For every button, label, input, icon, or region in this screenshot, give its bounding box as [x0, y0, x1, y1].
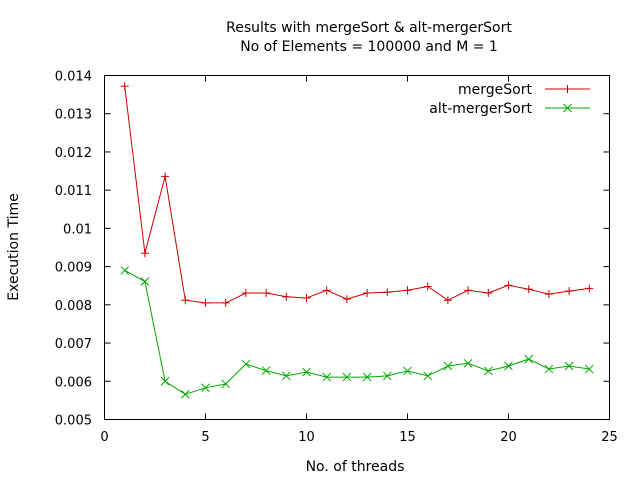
- data-point-alt-mergerSort: [423, 371, 433, 381]
- data-point-mergeSort: [262, 288, 271, 297]
- y-tick-label: 0.013: [55, 108, 92, 123]
- data-point-alt-mergerSort: [443, 361, 453, 371]
- y-tick-label: 0.006: [55, 375, 92, 390]
- data-point-mergeSort: [241, 288, 250, 297]
- data-point-alt-mergerSort: [564, 361, 574, 371]
- data-point-alt-mergerSort: [241, 359, 251, 369]
- data-point-mergeSort: [464, 286, 473, 295]
- data-point-mergeSort: [383, 288, 392, 297]
- data-point-mergeSort: [484, 288, 493, 297]
- y-tick-label: 0.008: [55, 299, 92, 314]
- data-point-alt-mergerSort: [483, 366, 493, 376]
- y-tick-label: 0.011: [55, 184, 92, 199]
- data-point-mergeSort: [181, 296, 190, 305]
- data-point-alt-mergerSort: [201, 383, 210, 393]
- data-point-mergeSort: [342, 295, 351, 304]
- series-line-alt-mergerSort: [124, 269, 590, 395]
- y-tick-label: 0.009: [55, 261, 92, 276]
- data-point-alt-mergerSort: [281, 371, 291, 381]
- data-point-alt-mergerSort: [140, 277, 150, 286]
- data-point-mergeSort: [201, 298, 210, 307]
- data-point-mergeSort: [221, 298, 230, 307]
- data-point-mergeSort: [544, 290, 553, 299]
- data-point-mergeSort: [161, 172, 170, 181]
- data-point-alt-mergerSort: [160, 376, 170, 386]
- data-point-alt-mergerSort: [362, 372, 372, 382]
- data-point-alt-mergerSort: [342, 372, 352, 382]
- data-point-alt-mergerSort: [524, 354, 534, 364]
- x-tick-label: 20: [500, 430, 517, 445]
- data-point-mergeSort: [403, 286, 412, 295]
- y-tick-label: 0.014: [55, 70, 92, 85]
- data-point-alt-mergerSort: [261, 366, 271, 375]
- legend-marker: [563, 85, 572, 93]
- y-tick-label: 0.01: [63, 222, 92, 237]
- data-point-alt-mergerSort: [504, 361, 513, 371]
- series-line-mergeSort: [124, 86, 590, 304]
- data-point-mergeSort: [524, 285, 533, 294]
- data-point-mergeSort: [423, 282, 432, 291]
- y-tick-label: 0.005: [55, 414, 92, 429]
- x-axis-label: No. of threads: [306, 459, 405, 475]
- legend-label: alt-mergerSort: [429, 101, 532, 117]
- data-point-mergeSort: [302, 293, 311, 302]
- data-point-alt-mergerSort: [584, 364, 594, 374]
- data-point-mergeSort: [120, 82, 129, 91]
- data-point-mergeSort: [504, 281, 513, 290]
- legend-marker: [563, 103, 572, 113]
- data-point-mergeSort: [363, 288, 372, 297]
- legend-label: mergeSort: [458, 82, 532, 98]
- y-tick-label: 0.012: [55, 146, 92, 161]
- x-tick-label: 15: [399, 430, 416, 445]
- data-point-alt-mergerSort: [544, 364, 554, 374]
- x-tick-label: 0: [100, 430, 108, 445]
- data-point-mergeSort: [443, 296, 452, 305]
- data-point-alt-mergerSort: [120, 266, 130, 275]
- data-point-alt-mergerSort: [180, 389, 190, 399]
- x-tick-label: 25: [601, 430, 618, 445]
- data-point-alt-mergerSort: [221, 379, 231, 389]
- x-tick-label: 5: [201, 430, 209, 445]
- y-axis-label: Execution Time: [6, 193, 22, 300]
- chart-subtitle: No of Elements = 100000 and M = 1: [240, 39, 498, 55]
- data-point-alt-mergerSort: [463, 358, 473, 368]
- data-point-alt-mergerSort: [403, 366, 412, 376]
- x-tick-label: 10: [298, 430, 315, 445]
- data-point-alt-mergerSort: [322, 372, 332, 382]
- data-point-alt-mergerSort: [382, 371, 392, 381]
- data-point-alt-mergerSort: [302, 367, 311, 377]
- data-point-mergeSort: [140, 249, 149, 258]
- data-point-mergeSort: [565, 287, 574, 296]
- chart-title: Results with mergeSort & alt-mergerSort: [226, 20, 512, 36]
- data-point-mergeSort: [585, 284, 594, 293]
- y-tick-label: 0.007: [55, 337, 92, 352]
- data-point-mergeSort: [322, 286, 331, 295]
- data-point-mergeSort: [282, 292, 291, 301]
- plot-frame: [104, 75, 610, 420]
